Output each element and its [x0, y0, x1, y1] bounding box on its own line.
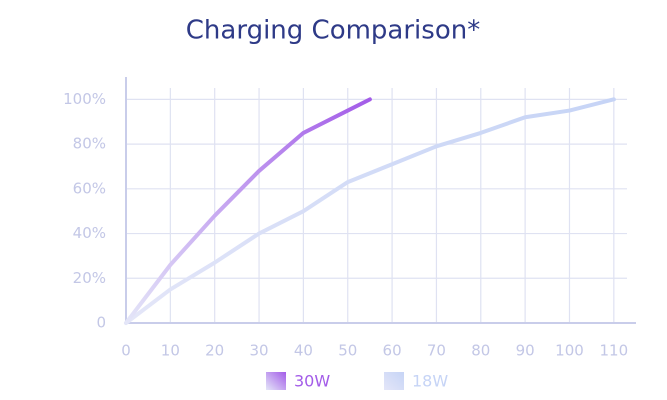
y-tick-label: 0 [96, 314, 106, 332]
chart-title: Charging Comparison* [186, 16, 480, 46]
x-tick-label: 20 [205, 342, 224, 360]
x-tick-label: 40 [294, 342, 313, 360]
y-tick-label: 60% [73, 179, 106, 197]
x-tick-label: 100 [555, 342, 584, 360]
x-tick-label: 90 [516, 342, 535, 360]
x-tick-label: 10 [161, 342, 180, 360]
legend-label: 30W [294, 372, 330, 391]
legend-label: 18W [412, 372, 448, 391]
x-tick-label: 80 [471, 342, 490, 360]
legend-swatch [266, 372, 286, 390]
y-tick-label: 80% [73, 135, 106, 153]
x-tick-label: 0 [121, 342, 131, 360]
x-tick-label: 60 [383, 342, 402, 360]
x-tick-label: 110 [600, 342, 629, 360]
data-line [124, 97, 372, 325]
y-tick-label: 20% [73, 269, 106, 287]
x-tick-label: 30 [249, 342, 268, 360]
data-line [124, 97, 616, 325]
y-tick-label: 40% [73, 224, 106, 242]
x-tick-label: 70 [427, 342, 446, 360]
legend-swatch [384, 372, 404, 390]
y-tick-label: 100% [63, 90, 106, 108]
x-tick-label: 50 [338, 342, 357, 360]
